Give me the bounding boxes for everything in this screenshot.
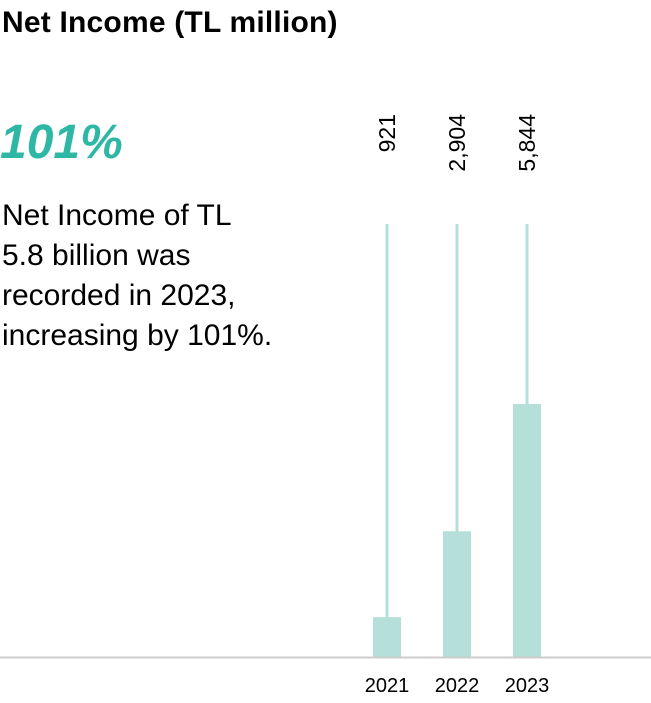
bar-2023 (513, 403, 541, 657)
summary-line: 5.8 billion was (2, 239, 191, 272)
x-tick-label: 2021 (365, 675, 410, 697)
summary-line: recorded in 2023, (2, 279, 236, 312)
bar-2022 (443, 531, 471, 657)
chart-title: Net Income (TL million) (2, 6, 338, 39)
value-label: 2,904 (444, 114, 470, 172)
summary-line: Net Income of TL (2, 199, 232, 232)
summary-line: increasing by 101%. (2, 319, 273, 352)
labels-layer: 2021 921 2022 2,904 2023 5,844 (365, 114, 550, 697)
x-tick-label: 2023 (505, 675, 550, 697)
bars-layer (373, 224, 541, 657)
growth-percentage: 101% (0, 116, 123, 169)
value-label: 921 (374, 114, 400, 152)
x-tick-label: 2022 (435, 675, 480, 697)
bar-2021 (373, 617, 401, 657)
value-label: 5,844 (514, 114, 540, 172)
summary-text: Net Income of TL 5.8 billion was recorde… (2, 196, 322, 356)
